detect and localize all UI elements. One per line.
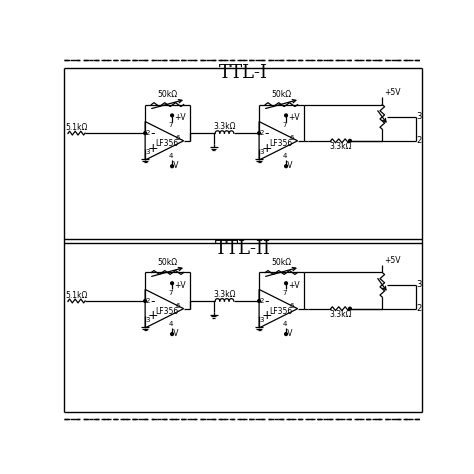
Text: +V: +V: [288, 113, 300, 122]
Circle shape: [258, 300, 261, 302]
Text: 6: 6: [290, 302, 294, 309]
Text: 7: 7: [282, 290, 287, 296]
Text: +: +: [262, 310, 272, 322]
Text: 2: 2: [259, 130, 264, 136]
Text: 6: 6: [290, 135, 294, 141]
Text: -: -: [151, 295, 155, 308]
Text: 2: 2: [259, 298, 264, 303]
Circle shape: [171, 282, 173, 285]
Circle shape: [258, 132, 261, 135]
Text: +: +: [147, 310, 158, 322]
Circle shape: [285, 282, 287, 285]
Text: +: +: [147, 142, 158, 155]
Text: 6: 6: [176, 135, 181, 141]
Text: 2: 2: [417, 137, 422, 146]
Circle shape: [171, 114, 173, 117]
Text: -: -: [264, 127, 269, 140]
Circle shape: [144, 300, 146, 302]
Circle shape: [348, 139, 351, 142]
Text: LF356: LF356: [269, 139, 292, 148]
Circle shape: [285, 114, 287, 117]
Text: +V: +V: [288, 281, 300, 290]
Text: LF356: LF356: [269, 307, 292, 316]
Text: 5.1kΩ: 5.1kΩ: [65, 123, 88, 132]
Circle shape: [171, 333, 173, 336]
Text: 4: 4: [283, 153, 287, 159]
Text: 7: 7: [168, 122, 173, 128]
Text: 50kΩ: 50kΩ: [157, 258, 178, 267]
Text: 4: 4: [168, 321, 173, 327]
Text: 2: 2: [145, 130, 150, 136]
Text: +5V: +5V: [384, 88, 401, 97]
Text: 4: 4: [168, 153, 173, 159]
Text: +: +: [262, 142, 272, 155]
Text: LF356: LF356: [155, 139, 178, 148]
Text: 3.3kΩ: 3.3kΩ: [329, 143, 352, 152]
Text: TTL-I: TTL-I: [219, 64, 267, 82]
Text: 5.1kΩ: 5.1kΩ: [65, 291, 88, 300]
Text: 3: 3: [417, 112, 422, 121]
Circle shape: [285, 165, 287, 168]
Text: -V: -V: [285, 329, 293, 338]
Text: 6: 6: [176, 302, 181, 309]
Text: 4: 4: [283, 321, 287, 327]
Text: 2: 2: [145, 298, 150, 303]
Text: -: -: [264, 295, 269, 308]
Text: 3.3kΩ: 3.3kΩ: [213, 122, 236, 131]
Text: +V: +V: [174, 113, 186, 122]
Text: 7: 7: [282, 122, 287, 128]
Text: -V: -V: [172, 161, 179, 170]
Circle shape: [171, 165, 173, 168]
Text: 7: 7: [168, 290, 173, 296]
Text: LF356: LF356: [155, 307, 178, 316]
Text: 50kΩ: 50kΩ: [157, 90, 178, 99]
Circle shape: [144, 132, 146, 135]
Text: 3: 3: [145, 149, 150, 155]
Text: 2: 2: [417, 304, 422, 313]
Text: 3: 3: [417, 280, 422, 289]
Text: -V: -V: [285, 161, 293, 170]
Text: -V: -V: [172, 329, 179, 338]
Text: -: -: [151, 127, 155, 140]
Text: +5V: +5V: [384, 255, 401, 264]
Circle shape: [285, 333, 287, 336]
Text: 3: 3: [259, 317, 264, 323]
Text: 3: 3: [145, 317, 150, 323]
Text: 50kΩ: 50kΩ: [271, 90, 292, 99]
Text: 3.3kΩ: 3.3kΩ: [213, 290, 236, 299]
Circle shape: [348, 307, 351, 310]
Text: 3.3kΩ: 3.3kΩ: [329, 310, 352, 319]
Text: TTL-II: TTL-II: [215, 240, 271, 257]
Text: +V: +V: [174, 281, 186, 290]
Text: 3: 3: [259, 149, 264, 155]
Text: 50kΩ: 50kΩ: [271, 258, 292, 267]
